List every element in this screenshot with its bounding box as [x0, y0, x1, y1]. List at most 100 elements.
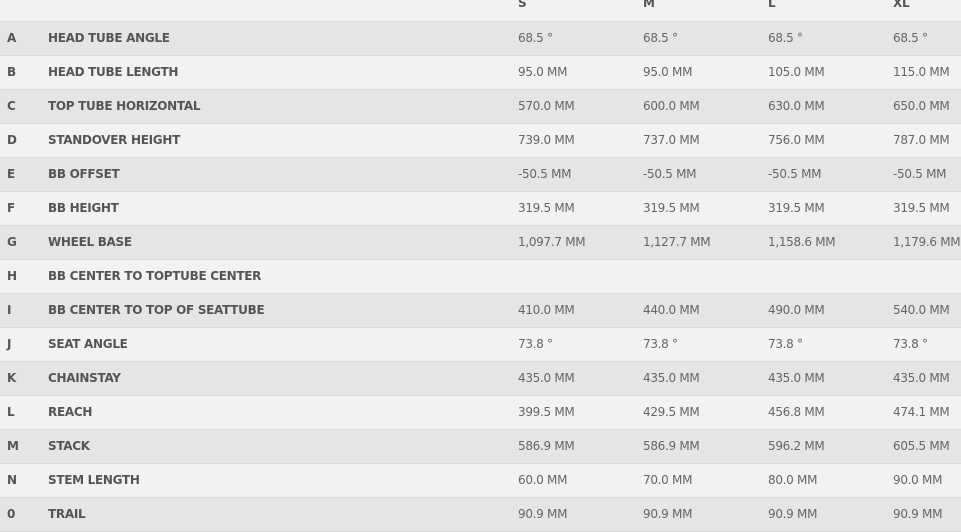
- table-row: K CHAINSTAY 435.0 MM 435.0 MM 435.0 MM 435.0 …: [0, 362, 961, 396]
- table-row: L REACH 399.5 MM 429.5 MM 456.8 MM 474.1 MM: [0, 396, 961, 430]
- row-label: TRAIL: [48, 507, 86, 521]
- value-xl: 115.0 MM: [893, 65, 950, 79]
- header-size-s: S: [518, 0, 527, 10]
- row-label: HEAD TUBE ANGLE: [48, 31, 170, 45]
- row-label: WHEEL BASE: [48, 235, 132, 249]
- value-s: 319.5 MM: [518, 201, 575, 215]
- value-s: -50.5 MM: [518, 167, 572, 181]
- table-row: J SEAT ANGLE 73.8 ° 73.8 ° 73.8 ° 73.8 °: [0, 328, 961, 362]
- row-label: CHAINSTAY: [48, 371, 121, 385]
- value-s: 68.5 °: [518, 31, 553, 45]
- value-l: 90.9 MM: [768, 507, 818, 521]
- header-size-l: L: [768, 0, 776, 10]
- value-l: 80.0 MM: [768, 473, 818, 487]
- value-xl: 787.0 MM: [893, 133, 950, 147]
- row-key: J: [7, 337, 12, 351]
- value-m: -50.5 MM: [643, 167, 697, 181]
- value-m: 1,127.7 MM: [643, 235, 711, 249]
- row-label: BB CENTER TO TOPTUBE CENTER: [48, 269, 262, 283]
- row-label: STACK: [48, 439, 90, 453]
- value-s: 435.0 MM: [518, 371, 575, 385]
- row-label: BB HEIGHT: [48, 201, 119, 215]
- value-m: 429.5 MM: [643, 405, 700, 419]
- value-m: 440.0 MM: [643, 303, 700, 317]
- value-s: 570.0 MM: [518, 99, 575, 113]
- row-key: A: [7, 31, 16, 45]
- value-l: 319.5 MM: [768, 201, 825, 215]
- value-s: 60.0 MM: [518, 473, 568, 487]
- value-m: 586.9 MM: [643, 439, 700, 453]
- table-row: H BB CENTER TO TOPTUBE CENTER: [0, 260, 961, 294]
- value-s: 90.9 MM: [518, 507, 568, 521]
- table-row: B HEAD TUBE LENGTH 95.0 MM 95.0 MM 105.0 MM 1…: [0, 56, 961, 90]
- row-key: L: [7, 405, 15, 419]
- value-l: 596.2 MM: [768, 439, 825, 453]
- value-xl: 474.1 MM: [893, 405, 950, 419]
- header-size-m: M: [643, 0, 655, 10]
- row-key: 0: [7, 507, 16, 521]
- value-xl: 68.5 °: [893, 31, 928, 45]
- value-m: 319.5 MM: [643, 201, 700, 215]
- row-key: H: [7, 269, 17, 283]
- row-key: N: [7, 473, 17, 487]
- value-m: 90.9 MM: [643, 507, 693, 521]
- value-xl: -50.5 MM: [893, 167, 947, 181]
- value-m: 95.0 MM: [643, 65, 693, 79]
- header-size-xl: XL: [893, 0, 910, 10]
- value-s: 73.8 °: [518, 337, 553, 351]
- value-l: 630.0 MM: [768, 99, 825, 113]
- row-label: BB OFFSET: [48, 167, 120, 181]
- table-row: F BB HEIGHT 319.5 MM 319.5 MM 319.5 MM 319.5 …: [0, 192, 961, 226]
- value-l: 756.0 MM: [768, 133, 825, 147]
- table-header: S M L XL: [0, 0, 961, 22]
- value-xl: 90.0 MM: [893, 473, 943, 487]
- value-s: 399.5 MM: [518, 405, 575, 419]
- value-l: -50.5 MM: [768, 167, 822, 181]
- table-row: M STACK 586.9 MM 586.9 MM 596.2 MM 605.5 MM: [0, 430, 961, 464]
- value-xl: 435.0 MM: [893, 371, 950, 385]
- value-l: 435.0 MM: [768, 371, 825, 385]
- value-s: 95.0 MM: [518, 65, 568, 79]
- value-s: 586.9 MM: [518, 439, 575, 453]
- value-xl: 90.9 MM: [893, 507, 943, 521]
- row-key: F: [7, 201, 15, 215]
- value-l: 73.8 °: [768, 337, 803, 351]
- table-row: D STANDOVER HEIGHT 739.0 MM 737.0 MM 756.0 M…: [0, 124, 961, 158]
- value-m: 70.0 MM: [643, 473, 693, 487]
- table-row: I BB CENTER TO TOP OF SEATTUBE 410.0 MM 440…: [0, 294, 961, 328]
- row-label: STEM LENGTH: [48, 473, 140, 487]
- table-row: G WHEEL BASE 1,097.7 MM 1,127.7 MM 1,158.6 M…: [0, 226, 961, 260]
- row-label: BB CENTER TO TOP OF SEATTUBE: [48, 303, 265, 317]
- row-key: E: [7, 167, 15, 181]
- value-m: 737.0 MM: [643, 133, 700, 147]
- row-label: HEAD TUBE LENGTH: [48, 65, 179, 79]
- value-l: 490.0 MM: [768, 303, 825, 317]
- row-key: I: [7, 303, 12, 317]
- row-key: M: [7, 439, 19, 453]
- row-label: SEAT ANGLE: [48, 337, 128, 351]
- value-s: 410.0 MM: [518, 303, 575, 317]
- value-xl: 1,179.6 MM: [893, 235, 961, 249]
- row-key: D: [7, 133, 17, 147]
- value-s: 1,097.7 MM: [518, 235, 586, 249]
- row-key: G: [7, 235, 17, 249]
- row-label: REACH: [48, 405, 93, 419]
- value-m: 600.0 MM: [643, 99, 700, 113]
- value-s: 739.0 MM: [518, 133, 575, 147]
- row-label: STANDOVER HEIGHT: [48, 133, 180, 147]
- value-xl: 319.5 MM: [893, 201, 950, 215]
- row-key: B: [7, 65, 16, 79]
- table-row: C TOP TUBE HORIZONTAL 570.0 MM 600.0 MM 630.…: [0, 90, 961, 124]
- value-l: 105.0 MM: [768, 65, 825, 79]
- value-xl: 605.5 MM: [893, 439, 950, 453]
- value-m: 435.0 MM: [643, 371, 700, 385]
- value-l: 68.5 °: [768, 31, 803, 45]
- value-xl: 73.8 °: [893, 337, 928, 351]
- value-l: 456.8 MM: [768, 405, 825, 419]
- table-row: E BB OFFSET -50.5 MM -50.5 MM -50.5 MM -50.5 …: [0, 158, 961, 192]
- table-row: N STEM LENGTH 60.0 MM 70.0 MM 80.0 MM 90.0 MM: [0, 464, 961, 498]
- table-row: A HEAD TUBE ANGLE 68.5 ° 68.5 ° 68.5 ° 68.5 °: [0, 22, 961, 56]
- value-xl: 540.0 MM: [893, 303, 950, 317]
- value-m: 73.8 °: [643, 337, 678, 351]
